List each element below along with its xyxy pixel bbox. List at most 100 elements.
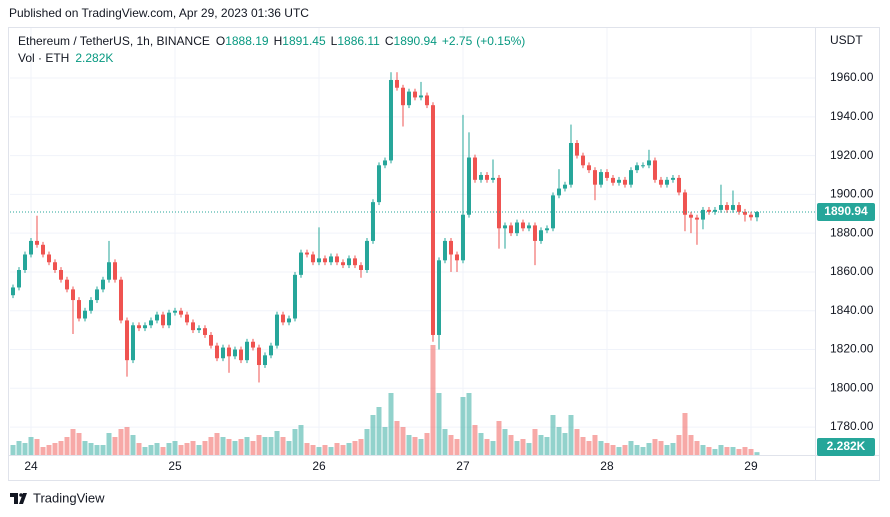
candle-body (328, 256, 333, 263)
candle-body (724, 205, 729, 210)
volume-bar (514, 441, 520, 455)
volume-bar (736, 449, 742, 455)
published-note: Published on TradingView.com, Apr 29, 20… (9, 6, 309, 20)
volume-bar (730, 447, 736, 455)
volume-bar (742, 447, 748, 455)
volume-bar (34, 439, 40, 455)
candle-body (496, 177, 501, 229)
candle-body (166, 312, 171, 326)
candle-body (754, 211, 759, 218)
volume-bar (604, 443, 610, 455)
volume-tag-label: 2.282K (827, 439, 866, 453)
x-tick-label: 25 (168, 459, 182, 473)
volume-bar (478, 433, 484, 455)
volume-bar (520, 439, 526, 455)
candle-body (700, 209, 705, 220)
volume-bar (52, 443, 58, 455)
volume-bar (496, 421, 502, 455)
y-tick-label: 1840.00 (830, 303, 874, 317)
brand: TradingView (33, 490, 105, 505)
y-tick-label: 1880.00 (830, 225, 874, 239)
candle-body (124, 320, 129, 361)
volume-bar (406, 435, 412, 455)
candle-body (502, 225, 507, 229)
candle-body (58, 270, 63, 280)
volume-bar (508, 435, 514, 455)
candle-body (478, 174, 483, 180)
volume-bar (304, 443, 310, 455)
candle-body (364, 240, 369, 271)
candle-body (748, 214, 753, 218)
candle-body (646, 160, 651, 166)
volume-bar (682, 413, 688, 455)
candle-body (106, 262, 111, 280)
candle-body (34, 240, 39, 245)
candle-body (520, 222, 525, 229)
candle-body (736, 205, 741, 212)
volume-bar (664, 445, 670, 455)
volume-bar (472, 425, 478, 455)
candle-body (178, 310, 183, 315)
logo-dot (19, 493, 23, 497)
volume-bar (748, 449, 754, 455)
candle-body (460, 214, 465, 261)
volume-bar (460, 397, 466, 455)
volume-legend: Vol · ETH 2.282K (18, 51, 113, 65)
candle-body (148, 320, 153, 326)
volume-bar (130, 435, 136, 455)
volume-bar (430, 345, 436, 455)
volume-bar (328, 447, 334, 455)
volume-bar (106, 433, 112, 455)
volume-bar (214, 433, 220, 455)
volume-bar (676, 435, 682, 455)
candle-body (190, 322, 195, 331)
candle-body (424, 95, 429, 106)
volume-bar (568, 415, 574, 455)
volume-bar (16, 441, 22, 455)
volume-bar (658, 441, 664, 455)
candle-body (682, 192, 687, 215)
candle-body (532, 225, 537, 241)
volume-bar (142, 447, 148, 455)
volume-bar (652, 439, 658, 455)
volume-bar (526, 443, 532, 455)
candle-body (640, 165, 645, 167)
candle-body (322, 258, 327, 263)
h-letter: H (274, 34, 283, 48)
currency: USDT (830, 33, 863, 47)
chart-frame (8, 27, 880, 481)
volume-bar (706, 447, 712, 455)
candle-body (718, 205, 723, 210)
o-value: 1888.19 (225, 34, 269, 48)
volume-bar (688, 435, 694, 455)
volume-bar (544, 437, 550, 455)
volume-bar (694, 441, 700, 455)
volume-bar (100, 445, 106, 455)
candle-body (490, 177, 495, 180)
volume-bar (670, 443, 676, 455)
candle-body (172, 310, 177, 313)
change: +2.75 (442, 34, 473, 48)
volume-bar (370, 415, 376, 455)
candle-body (634, 165, 639, 171)
candle-body (280, 314, 285, 323)
candle-body (652, 160, 657, 180)
volume-bar (466, 393, 472, 455)
volume-bar (352, 441, 358, 455)
volume-bar (64, 437, 70, 455)
volume-bar (340, 445, 346, 455)
candle-body (304, 252, 309, 255)
volume-bar (172, 441, 178, 455)
candle-body (358, 265, 363, 271)
volume-bar (28, 437, 34, 455)
volume-bar (334, 443, 340, 455)
candle-body (370, 202, 375, 241)
volume-bar (184, 443, 190, 455)
candle-body (412, 91, 417, 98)
volume-tag (817, 438, 875, 456)
volume-bar (598, 441, 604, 455)
candle-body (340, 262, 345, 266)
candle-body (514, 222, 519, 234)
candle-body (508, 225, 513, 234)
candle-body (466, 157, 471, 215)
